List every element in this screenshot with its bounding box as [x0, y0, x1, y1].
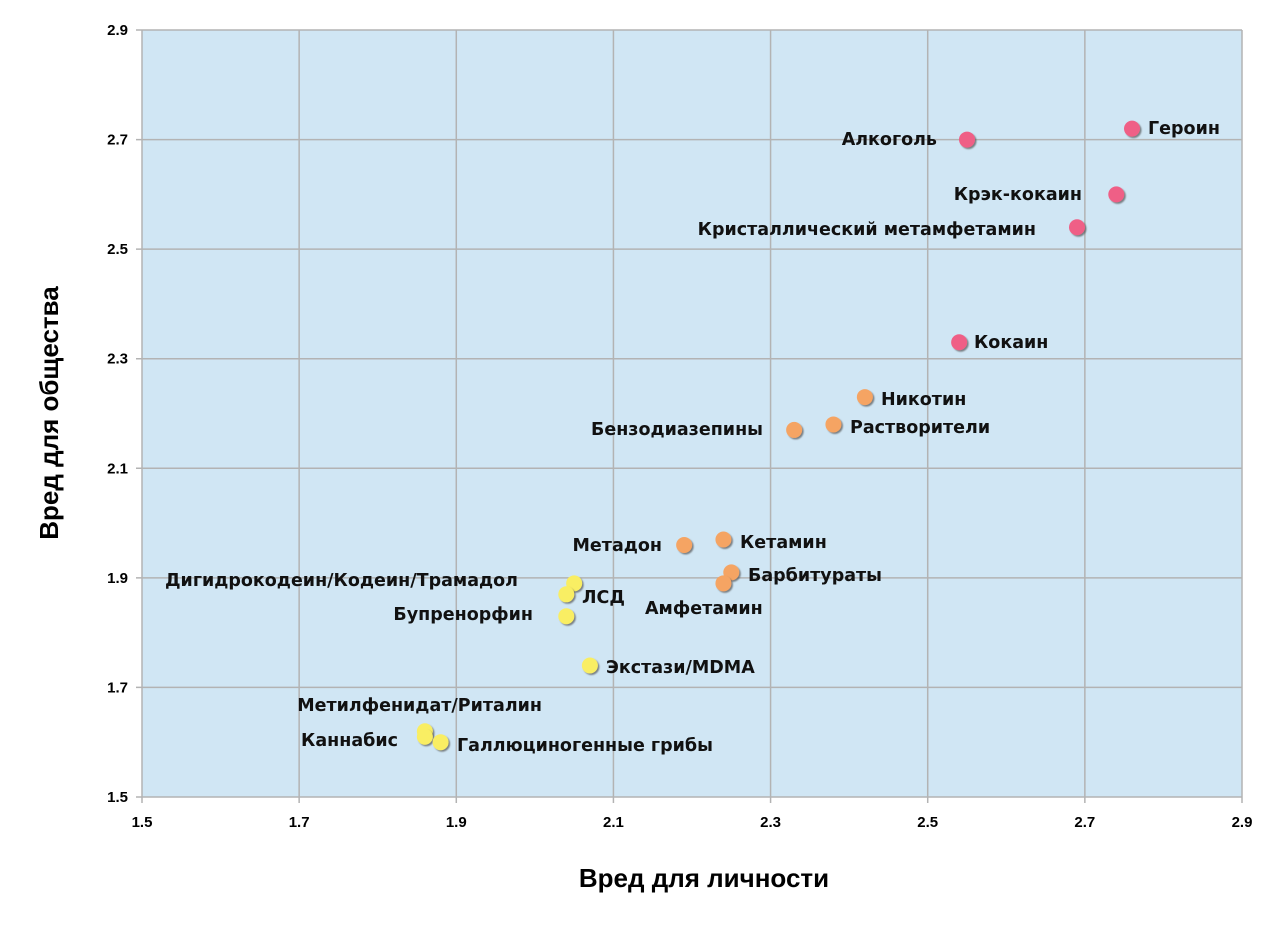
point-label: Барбитураты: [748, 566, 882, 586]
point-label: Крэк-кокаин: [954, 185, 1082, 205]
data-point: [558, 586, 575, 603]
data-point: [786, 421, 803, 438]
x-tick-label: 2.3: [760, 814, 781, 831]
point-label: Кетамин: [740, 533, 827, 553]
data-points: [416, 120, 1140, 751]
point-label: Галлюциногенные грибы: [457, 736, 713, 756]
point-labels: Героин Алкоголь Крэк-кокаин Кристаллический…: [165, 119, 1220, 756]
data-point: [1124, 120, 1140, 137]
point-label: ЛСД: [582, 588, 625, 608]
data-point: [856, 389, 873, 406]
data-point: [676, 536, 693, 553]
y-tick-label: 2.3: [107, 351, 128, 368]
x-tick-label: 2.5: [917, 814, 938, 831]
y-tick-label: 2.5: [107, 241, 128, 258]
x-tick-label: 1.7: [289, 814, 310, 831]
point-label: Кокаин: [974, 333, 1048, 353]
data-point: [1108, 186, 1125, 203]
x-axis-title: Вред для личности: [579, 863, 829, 893]
y-axis-title: Вред для общества: [34, 286, 64, 540]
data-point: [951, 334, 968, 351]
y-tick-label: 1.5: [107, 789, 128, 806]
data-point: [432, 734, 449, 751]
data-point: [959, 131, 975, 148]
data-point: [715, 531, 732, 548]
x-tick-label: 1.9: [446, 814, 467, 831]
grid: [136, 29, 1243, 803]
x-tick-label: 2.7: [1074, 814, 1095, 831]
point-label: Экстази/MDMA: [606, 658, 755, 678]
point-label: Растворители: [850, 418, 990, 438]
y-tick-label: 1.9: [107, 570, 128, 587]
point-label: Кристаллический метамфетамин: [698, 220, 1036, 240]
x-tick-label: 2.1: [603, 814, 624, 831]
data-point: [825, 416, 842, 433]
y-tick-label: 2.1: [107, 460, 128, 477]
plot-area: [142, 30, 1242, 797]
x-axis-ticks: 1.5 1.7 1.9 2.1 2.3 2.5 2.7 2.9: [132, 814, 1253, 831]
data-point: [581, 657, 598, 674]
point-label: Бупренорфин: [393, 605, 533, 625]
point-label: Каннабис: [301, 731, 398, 751]
point-label: Бензодиазепины: [591, 420, 763, 440]
x-tick-label: 2.9: [1232, 814, 1253, 831]
y-tick-label: 2.7: [107, 132, 128, 149]
point-label: Героин: [1148, 119, 1220, 139]
point-label: Алкоголь: [842, 130, 937, 150]
x-tick-label: 1.5: [132, 814, 153, 831]
point-label: Никотин: [881, 390, 966, 410]
data-point: [1069, 219, 1085, 236]
data-point: [558, 608, 575, 625]
y-tick-label: 1.7: [107, 679, 128, 696]
y-axis-ticks: 1.5 1.7 1.9 2.1 2.3 2.5 2.7 2.9: [107, 22, 128, 806]
data-point: [715, 575, 732, 592]
point-label: Дигидрокодеин/Кодеин/Трамадол: [165, 571, 518, 591]
data-point: [416, 728, 433, 745]
point-label: Метилфенидат/Риталин: [297, 696, 542, 716]
y-tick-label: 2.9: [107, 22, 128, 39]
point-label: Метадон: [573, 536, 662, 556]
point-label: Амфетамин: [645, 599, 763, 619]
